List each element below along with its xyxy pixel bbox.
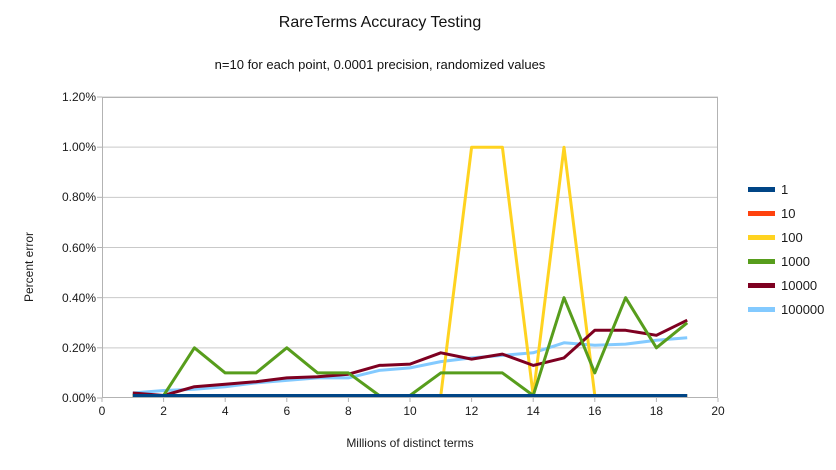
y-tick-label: 0.40%: [61, 290, 96, 305]
x-tick-label: 0: [98, 404, 106, 418]
x-tick-label: 2: [160, 404, 167, 418]
x-tick-label: 6: [283, 404, 291, 418]
legend-swatch-icon: [748, 211, 775, 216]
y-tick-label: 0.60%: [61, 240, 96, 255]
legend: 1 10 100 1000 10000 100000: [748, 182, 824, 317]
legend-item-10: 10: [748, 206, 824, 221]
x-tick-label: 12: [464, 404, 479, 418]
legend-item-1000: 1000: [748, 254, 824, 269]
legend-label: 100000: [781, 302, 825, 317]
chart-subtitle: n=10 for each point, 0.0001 precision, r…: [214, 57, 546, 72]
y-tick-label: 0.00%: [61, 391, 96, 405]
legend-label: 1: [781, 182, 789, 197]
legend-label: 100: [781, 230, 803, 245]
legend-item-100000: 100000: [748, 302, 824, 317]
legend-swatch-icon: [748, 187, 775, 192]
x-tick-label: 18: [649, 404, 664, 418]
y-tick-label: 0.80%: [61, 190, 96, 205]
legend-swatch-icon: [748, 283, 775, 288]
x-axis-title: Millions of distinct terms: [346, 436, 474, 450]
legend-item-100: 100: [748, 230, 824, 245]
chart-title: RareTerms Accuracy Testing: [278, 14, 482, 31]
legend-label: 1000: [781, 254, 810, 269]
legend-swatch-icon: [748, 259, 775, 264]
x-tick-label: 8: [345, 404, 352, 418]
legend-item-1: 1: [748, 182, 824, 197]
y-axis-title: Percent error: [22, 231, 36, 303]
y-tick-label: 1.00%: [61, 140, 96, 155]
legend-label: 10: [781, 206, 796, 221]
x-tick-label: 4: [221, 404, 229, 418]
legend-swatch-icon: [748, 235, 775, 240]
legend-swatch-icon: [748, 307, 775, 312]
x-tick-label: 16: [588, 404, 602, 418]
series-line-10000: [132, 318, 688, 397]
axis-lines-and-ticks: [97, 96, 719, 402]
x-tick-label: 14: [526, 404, 540, 418]
legend-item-10000: 10000: [748, 278, 824, 293]
series-line-100: [132, 145, 688, 397]
series-line-100000: [132, 336, 688, 395]
gridlines: [102, 96, 718, 398]
data-series-lines: [132, 145, 689, 397]
x-tick-label: 10: [403, 404, 417, 418]
x-tick-label: 20: [711, 404, 725, 418]
series-line-1000: [132, 296, 689, 397]
plot-area: [97, 96, 719, 402]
y-tick-label: 0.20%: [61, 340, 96, 355]
y-tick-label: 1.20%: [61, 90, 96, 104]
legend-label: 10000: [781, 278, 818, 293]
